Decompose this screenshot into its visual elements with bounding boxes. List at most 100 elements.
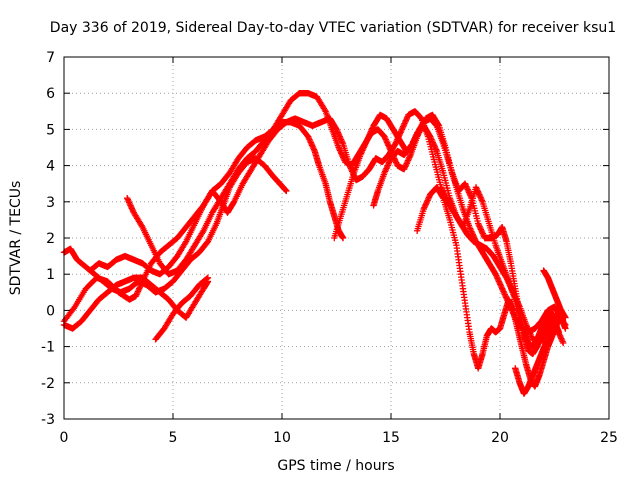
data-point	[383, 165, 390, 172]
y-tick-label: -3	[41, 412, 55, 428]
y-tick-label: 2	[46, 231, 55, 247]
data-point	[465, 187, 472, 195]
data-point	[430, 140, 437, 148]
data-point	[465, 189, 473, 196]
data-point	[306, 137, 314, 145]
data-point	[424, 197, 431, 204]
data-point	[309, 143, 316, 150]
data-point	[381, 133, 388, 140]
data-point	[70, 305, 78, 312]
data-point	[133, 291, 140, 298]
data-point	[383, 163, 391, 171]
y-tick-label: -2	[41, 376, 55, 392]
y-tick-label: 6	[46, 86, 55, 102]
data-point	[475, 221, 483, 229]
data-point	[435, 121, 442, 128]
data-point	[336, 133, 343, 140]
x-tick-label: 10	[273, 430, 291, 446]
data-point	[467, 226, 474, 234]
data-point	[496, 279, 503, 287]
data-point	[400, 121, 408, 129]
data-point	[334, 129, 342, 136]
data-point	[562, 314, 569, 321]
data-point	[439, 193, 446, 201]
data-point	[310, 146, 318, 153]
data-point	[479, 230, 486, 237]
data-point	[477, 194, 484, 201]
x-tick-label: 5	[169, 430, 178, 446]
data-point	[429, 137, 436, 145]
data-point	[305, 134, 313, 142]
data-point	[125, 197, 132, 205]
y-tick-label: 4	[46, 159, 55, 175]
data-point	[432, 146, 440, 153]
data-point	[524, 326, 532, 333]
data-point	[347, 163, 354, 171]
data-point	[382, 166, 389, 174]
data-point	[361, 142, 368, 150]
data-point	[427, 133, 434, 140]
y-axis-label: SDTVAR / TECUs	[8, 181, 24, 296]
data-point	[478, 197, 486, 204]
data-point	[427, 134, 435, 142]
data-point	[358, 148, 365, 156]
x-tick-label: 25	[600, 430, 618, 446]
data-point	[400, 123, 407, 130]
chart-title: Day 336 of 2019, Sidereal Day-to-day VTE…	[50, 20, 616, 36]
data-point	[562, 321, 569, 329]
data-point	[477, 226, 485, 233]
data-point	[402, 163, 409, 170]
data-point	[338, 150, 345, 157]
data-point	[366, 131, 373, 138]
data-point	[476, 224, 484, 232]
y-tick-label: 7	[46, 50, 55, 66]
data-point	[338, 137, 345, 145]
data-point	[136, 285, 143, 292]
data-point	[423, 198, 431, 205]
data-point	[498, 284, 505, 291]
axis-ticks: 0 5 10 15 20 25 -3 -2 -1 0 1 2 3 4 5 6 7	[41, 50, 618, 446]
data-point	[182, 239, 189, 247]
data-point	[476, 223, 483, 230]
data-point	[135, 286, 142, 294]
y-tick-label: 5	[46, 122, 55, 138]
data-point	[346, 162, 353, 169]
data-point	[381, 168, 389, 175]
data-point	[406, 154, 413, 161]
data-point	[401, 120, 408, 127]
data-point	[560, 339, 567, 347]
data-point	[357, 151, 364, 158]
data-point	[128, 205, 135, 212]
data-point	[281, 186, 289, 193]
data-point	[333, 127, 341, 135]
x-tick-label: 15	[382, 430, 400, 446]
data-point	[475, 189, 482, 197]
data-point	[463, 183, 470, 190]
data-point	[476, 191, 483, 198]
data-point	[132, 292, 140, 300]
data-point	[383, 139, 391, 146]
data-point	[399, 124, 406, 132]
data-point	[421, 204, 428, 211]
data-point	[365, 134, 372, 141]
data-point	[405, 155, 412, 163]
data-point	[386, 158, 393, 165]
data-point	[557, 333, 564, 341]
data-point	[493, 273, 501, 281]
data-point	[363, 138, 370, 145]
data-point	[383, 137, 390, 145]
data-point	[474, 187, 481, 194]
data-point	[336, 145, 343, 153]
data-point	[397, 129, 404, 136]
data-point	[462, 181, 469, 189]
data-point	[384, 162, 391, 169]
data-point	[337, 136, 345, 143]
data-point	[385, 142, 392, 149]
data-point	[430, 142, 438, 149]
data-point	[337, 148, 344, 156]
data-point	[502, 292, 509, 300]
data-point	[422, 201, 429, 208]
data-point	[461, 180, 469, 187]
data-point	[412, 132, 420, 140]
data-point	[463, 184, 471, 192]
